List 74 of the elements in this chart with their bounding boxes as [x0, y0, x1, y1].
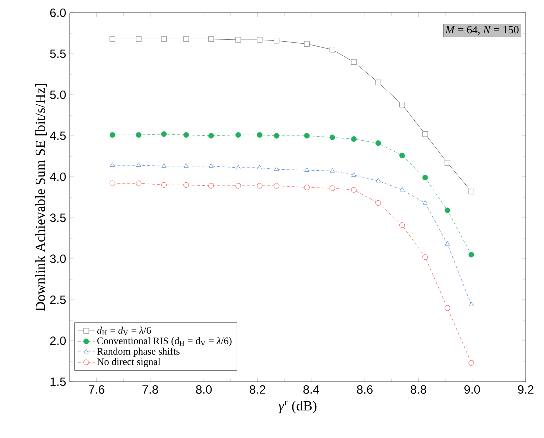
point [330, 186, 336, 192]
y-tick-label: 2.5 [50, 296, 66, 304]
point [110, 180, 116, 186]
legend-label: Conventional RIS (d$_{H}$ = d$_{V}$ = λ/6) [98, 337, 232, 346]
point [469, 302, 474, 306]
point [274, 166, 280, 172]
x-tick-label: 9.0 [464, 386, 480, 394]
legend-label: No direct signal [97, 358, 161, 368]
point [162, 164, 167, 168]
point [110, 162, 116, 168]
point [208, 183, 214, 189]
annotation: M = 64, N = 150 [445, 26, 519, 36]
point [422, 200, 428, 205]
point [161, 132, 167, 138]
point [351, 136, 357, 142]
point [257, 183, 263, 189]
point [376, 140, 382, 146]
x-tick-label: 8.4 [304, 386, 320, 394]
point [468, 252, 474, 258]
point [208, 164, 214, 168]
point [110, 132, 116, 138]
point [161, 182, 167, 188]
x-tick-label: 8.8 [410, 386, 426, 394]
point [352, 172, 357, 177]
point [304, 184, 310, 190]
x-tick-label: 8.0 [196, 386, 212, 394]
point [274, 183, 280, 189]
point [445, 241, 450, 246]
point [400, 187, 405, 192]
y-tick-label: 1.5 [50, 378, 66, 386]
point [304, 168, 310, 172]
point [400, 222, 406, 228]
x-tick-label: 9.2 [518, 386, 534, 394]
y-tick-label: 4.0 [50, 172, 66, 182]
legend-label: d$_{H}$ = d$_{V}$ = λ/6 [97, 326, 152, 336]
y-tick-label: 3.0 [50, 254, 66, 264]
x-tick-label: 7.6 [89, 386, 105, 394]
point [184, 182, 190, 188]
point [376, 200, 382, 206]
point [136, 132, 142, 138]
point [184, 132, 190, 138]
y-tick-label: 5.0 [50, 90, 66, 100]
y-tick-label: 4.5 [50, 132, 66, 140]
point [236, 165, 241, 170]
point [274, 133, 280, 139]
point [304, 133, 310, 139]
point [136, 162, 142, 168]
point [330, 134, 336, 140]
point [184, 164, 189, 168]
point [422, 175, 428, 181]
point [236, 183, 242, 189]
point [351, 187, 357, 193]
y-tick-label: 2.0 [50, 336, 66, 346]
x-tick-label: 7.8 [142, 386, 158, 394]
point [444, 208, 450, 214]
point [422, 254, 428, 260]
x-tick-label: 8.6 [357, 386, 373, 394]
point [400, 152, 406, 158]
point [136, 180, 142, 186]
point [257, 132, 263, 138]
point [330, 168, 336, 173]
point [468, 360, 474, 366]
point [236, 132, 242, 138]
point [376, 178, 381, 183]
y-tick-label: 3.5 [50, 214, 66, 222]
y-tick-label: 5.5 [50, 50, 66, 58]
y-axis-title: Downlink Achievable Sum SE [bit/s/Hz] [35, 84, 47, 312]
point [208, 133, 214, 139]
point [444, 305, 450, 311]
y-tick-label: 6.0 [50, 8, 66, 18]
legend-label: Random phase shifts [97, 348, 180, 357]
x-axis-title: γ$^{r}$ (dB) [278, 400, 317, 414]
point [257, 165, 262, 170]
x-tick-label: 8.2 [250, 386, 266, 394]
